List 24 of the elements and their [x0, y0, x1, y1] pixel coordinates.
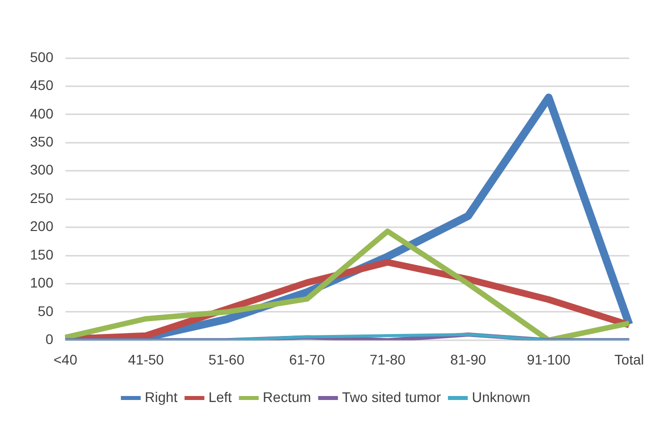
y-tick-label: 250 [30, 190, 54, 206]
y-tick-label: 450 [30, 77, 54, 94]
x-tick-label: 51-60 [208, 351, 245, 368]
y-tick-label: 300 [30, 162, 54, 178]
legend-label: Rectum [262, 388, 312, 405]
legend-label: Left [208, 388, 232, 405]
x-tick-label: <40 [53, 351, 78, 368]
y-tick-label: 0 [46, 331, 54, 348]
y-tick-label: 500 [30, 48, 54, 65]
y-tick-label: 400 [30, 105, 54, 122]
legend-label: Two sited tumor [342, 388, 442, 405]
y-tick-label: 100 [30, 274, 54, 291]
legend-label: Unknown [472, 388, 530, 405]
x-tick-label: 41-50 [128, 351, 164, 368]
legend-label: Right [144, 388, 178, 405]
x-tick-label: 81-90 [450, 351, 486, 368]
y-tick-label: 50 [38, 302, 54, 319]
y-tick-label: 350 [30, 134, 54, 150]
y-tick-label: 200 [30, 218, 54, 234]
y-tick-label: 150 [30, 246, 54, 262]
x-tick-label: 61-70 [289, 351, 326, 368]
x-tick-label: 91-100 [526, 351, 571, 368]
x-tick-label: 71-80 [370, 351, 406, 368]
x-tick-label: Total [614, 351, 644, 368]
